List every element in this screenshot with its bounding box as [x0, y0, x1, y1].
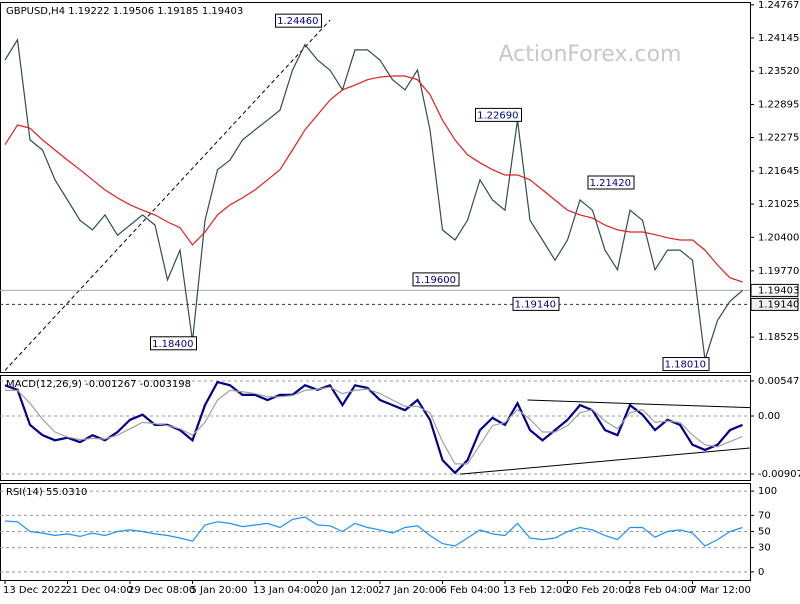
y-tick-label: 1.18525 — [758, 332, 799, 343]
x-tick-label: 28 Feb 04:00 — [628, 585, 694, 596]
x-tick-label: 13 Dec 2022 — [3, 585, 67, 596]
x-tick-label: 6 Feb 04:00 — [441, 585, 500, 596]
panel-frame — [0, 2, 751, 373]
annotation-label: 1.19140 — [515, 299, 556, 310]
panel-title: RSI(14) 55.0310 — [6, 487, 87, 498]
indicator-line — [4, 75, 743, 283]
annotation-label: 1.21420 — [590, 178, 631, 189]
annotation-label: 1.18010 — [665, 360, 706, 371]
x-tick-label: 20 Feb 20:00 — [566, 585, 632, 596]
y-tick-label: 70 — [758, 510, 771, 521]
trendline — [459, 447, 751, 475]
x-tick-label: 29 Dec 08:00 — [128, 585, 195, 596]
y-tick-label: 0 — [758, 567, 764, 578]
price-level-label: 1.19403 — [758, 285, 799, 296]
y-tick-label: 30 — [758, 543, 771, 554]
y-tick-label: 1.24767 — [758, 0, 799, 11]
x-tick-label: 21 Dec 04:00 — [66, 585, 133, 596]
annotation-box — [512, 296, 560, 311]
y-tick-label: 1.21645 — [758, 166, 799, 177]
y-tick-label: 1.22275 — [758, 132, 799, 143]
y-tick-label: 1.23520 — [758, 66, 799, 77]
x-tick-label: 13 Feb 12:00 — [503, 585, 569, 596]
y-tick-label: 0.005475 — [758, 376, 800, 387]
y-tick-label: 1.24145 — [758, 33, 799, 44]
panel-title: GBPUSD,H4 1.19222 1.19506 1.19185 1.1940… — [6, 6, 243, 17]
annotation-box — [412, 272, 460, 287]
y-tick-label: 1.21025 — [758, 199, 799, 210]
panel-title: MACD(12,26,9) -0.001267 -0.003198 — [6, 379, 191, 390]
panel-frame — [0, 375, 751, 481]
annotation-box — [587, 175, 635, 190]
series-line — [4, 380, 743, 475]
annotation-label: 1.24460 — [277, 16, 318, 27]
x-tick-label: 13 Jan 04:00 — [253, 585, 316, 596]
trendline — [527, 399, 751, 409]
annotation-box — [475, 107, 522, 122]
x-tick-label: 27 Jan 20:00 — [378, 585, 441, 596]
annotation-box — [662, 357, 710, 372]
annotation-label: 1.19600 — [415, 275, 456, 286]
annotation-box — [275, 13, 322, 28]
y-tick-label: 50 — [758, 527, 771, 538]
y-tick-label: 0.00 — [758, 411, 780, 422]
x-tick-label: 20 Jan 12:00 — [316, 585, 379, 596]
x-tick-label: 5 Jan 20:00 — [191, 585, 248, 596]
annotation-label: 1.18400 — [152, 339, 193, 350]
series-line — [4, 38, 743, 360]
x-tick-label: 7 Mar 12:00 — [691, 585, 751, 596]
indicator-line — [5, 386, 743, 465]
y-tick-label: 1.20400 — [758, 232, 799, 243]
y-tick-label: 100 — [758, 486, 777, 497]
y-tick-label: 1.19770 — [758, 266, 799, 277]
price-level-box — [750, 297, 799, 311]
annotation-box — [150, 336, 197, 351]
watermark: ActionForex.com — [499, 42, 682, 67]
price-level-label: 1.19140 — [758, 299, 799, 310]
series-line — [4, 516, 743, 547]
price-level-box — [750, 283, 799, 297]
y-tick-label: 1.22895 — [758, 99, 799, 110]
annotation-label: 1.22690 — [477, 110, 518, 121]
trendline — [4, 19, 331, 371]
y-tick-label: -0.009075 — [758, 469, 800, 480]
